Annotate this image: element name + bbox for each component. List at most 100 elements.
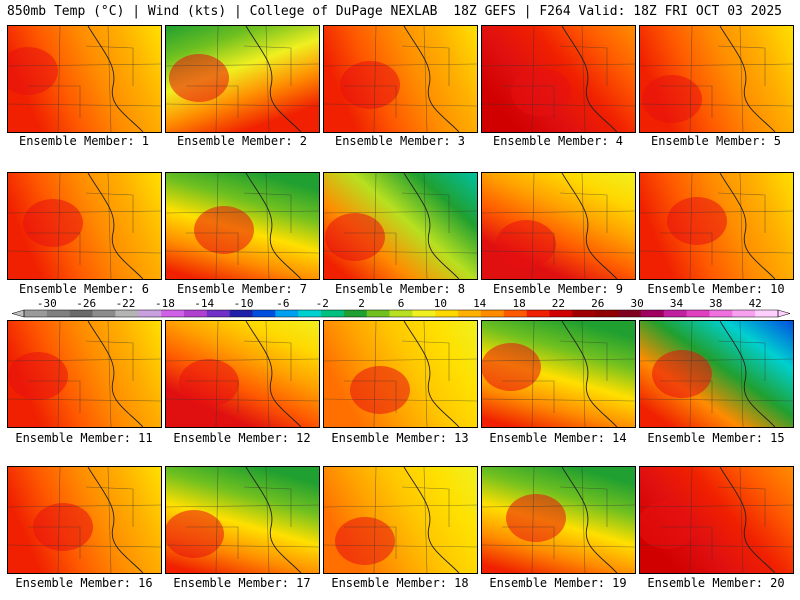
boundary-line — [324, 504, 477, 508]
ensemble-member-map — [481, 172, 636, 280]
boundary-line — [482, 250, 635, 254]
boundary-line — [739, 173, 744, 279]
ensemble-member-label: Ensemble Member: 10 — [647, 282, 785, 296]
ensemble-member-map — [481, 25, 636, 133]
river-line — [403, 467, 460, 573]
boundary-line — [660, 526, 713, 559]
boundary-line — [166, 210, 319, 214]
boundary-line — [28, 232, 81, 265]
boundary-line — [689, 26, 693, 132]
boundary-line — [581, 26, 586, 132]
boundary-line — [324, 103, 477, 107]
boundary-line — [8, 63, 161, 67]
warm-core-area — [23, 199, 83, 247]
boundary-line — [482, 210, 635, 214]
boundary-line — [166, 544, 319, 548]
scale-swatch — [366, 310, 390, 317]
boundary-line — [265, 321, 270, 427]
boundary-line — [640, 63, 793, 67]
scale-tick-label: 18 — [512, 297, 526, 310]
scale-swatch — [618, 310, 642, 317]
scale-swatch — [206, 310, 230, 317]
river-line — [403, 26, 460, 132]
ensemble-member-map — [639, 466, 794, 574]
boundary-line — [8, 544, 161, 548]
boundary-line — [640, 544, 793, 548]
scale-swatch — [92, 310, 116, 317]
warm-core-area — [511, 68, 571, 116]
river-line — [245, 467, 302, 573]
boundary-line — [186, 232, 239, 265]
warm-core-area — [496, 220, 556, 268]
scale-tick-label: 2 — [358, 297, 365, 310]
boundary-line — [8, 250, 161, 254]
boundary-line — [502, 526, 555, 559]
ensemble-member-map — [7, 466, 162, 574]
scale-swatch — [69, 310, 93, 317]
scale-swatch — [686, 310, 710, 317]
scale-tick-label: 22 — [551, 297, 566, 310]
scale-swatch — [252, 310, 276, 317]
ensemble-member-map — [481, 320, 636, 428]
river-line — [719, 321, 776, 427]
ensemble-member-label: Ensemble Member: 14 — [489, 431, 627, 445]
boundary-line — [8, 358, 161, 362]
scale-tick-label: 26 — [591, 297, 605, 310]
ensemble-member-label: Ensemble Member: 1 — [18, 134, 150, 148]
boundary-line — [531, 26, 535, 132]
warm-core-area — [350, 366, 410, 414]
ensemble-member-label: Ensemble Member: 7 — [176, 282, 308, 296]
boundary-line — [166, 63, 319, 67]
boundary-line — [166, 504, 319, 508]
warm-core-area — [340, 61, 400, 109]
ensemble-member-label: Ensemble Member: 20 — [647, 576, 785, 590]
boundary-line — [107, 26, 112, 132]
ensemble-member-label: Ensemble Member: 19 — [489, 576, 627, 590]
boundary-line — [640, 398, 793, 402]
scale-swatch — [24, 310, 48, 317]
ensemble-member-map — [639, 25, 794, 133]
boundary-line — [739, 321, 744, 427]
boundary-line — [423, 26, 428, 132]
scale-tick-label: -14 — [194, 297, 215, 310]
scale-swatch — [709, 310, 733, 317]
scale-swatch — [480, 310, 505, 317]
scale-tick-label: 6 — [397, 297, 405, 310]
boundary-line — [8, 398, 161, 402]
scale-swatch — [640, 310, 665, 317]
boundary-line — [166, 398, 319, 402]
scale-swatch — [229, 310, 253, 317]
warm-core-area — [482, 343, 541, 391]
scale-swatch — [526, 310, 550, 317]
boundary-line — [739, 467, 744, 573]
scale-swatch — [435, 310, 459, 317]
scale-tick-label: 38 — [709, 297, 723, 310]
ensemble-member-label: Ensemble Member: 17 — [173, 576, 311, 590]
scale-swatch — [183, 310, 208, 317]
warm-core-area — [169, 54, 229, 102]
scale-tick-label: -22 — [115, 297, 136, 310]
river-line — [245, 173, 302, 279]
temperature-color-scale — [12, 309, 790, 318]
ensemble-member-label: Ensemble Member: 4 — [492, 134, 624, 148]
ensemble-member-label: Ensemble Member: 5 — [650, 134, 782, 148]
scale-swatch — [298, 310, 322, 317]
boundary-line — [689, 173, 693, 279]
ensemble-member-label: Ensemble Member: 6 — [18, 282, 150, 296]
boundary-line — [8, 504, 161, 508]
boundary-line — [215, 467, 219, 573]
boundary-line — [482, 63, 635, 67]
scale-tick-label: -26 — [76, 297, 97, 310]
boundary-line — [186, 526, 239, 559]
warm-core-area — [8, 47, 58, 95]
boundary-line — [215, 173, 219, 279]
boundary-line — [373, 467, 377, 573]
boundary-line — [373, 173, 377, 279]
boundary-line — [107, 467, 112, 573]
scale-swatch — [115, 310, 139, 317]
boundary-line — [215, 321, 219, 427]
boundary-line — [482, 544, 635, 548]
scale-tick-label: -2 — [315, 297, 329, 310]
ensemble-member-map — [7, 320, 162, 428]
scale-swatch — [458, 310, 482, 317]
